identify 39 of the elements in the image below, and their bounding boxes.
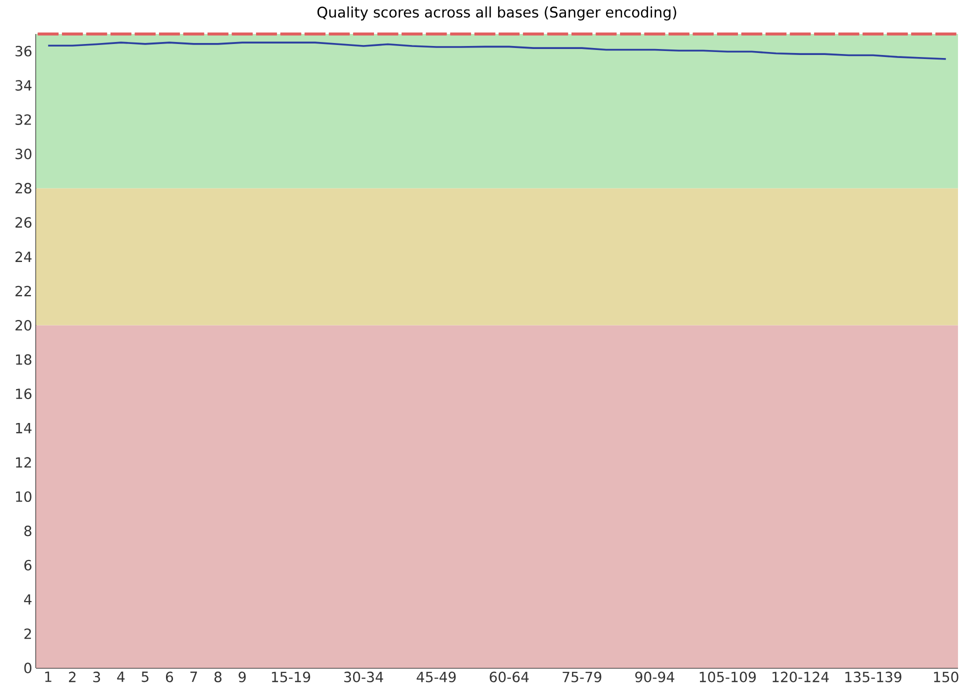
y-tick-label: 18	[16, 354, 32, 365]
x-tick-label: 135-139	[845, 672, 902, 682]
y-tick-label: 16	[16, 388, 32, 400]
x-tick-label: 4	[117, 672, 125, 682]
x-tick-label: 9	[238, 672, 246, 682]
x-tick-label: 45-49	[416, 672, 456, 682]
y-tick-label: 12	[16, 457, 31, 468]
y-tick-label: 36	[16, 46, 32, 56]
y-tick-label: 22	[16, 286, 31, 296]
y-tick-label: 34	[16, 80, 32, 91]
y-tick-label: 4	[24, 594, 32, 605]
x-tick-label: 105-109	[700, 672, 756, 682]
x-tick-label: 150	[934, 672, 958, 682]
x-tick-label: 1	[45, 672, 52, 682]
x-tick-label: 15-19	[272, 672, 310, 682]
y-tick-label: 30	[16, 148, 32, 160]
x-tick-label: 8	[214, 672, 222, 682]
y-tick-label: 8	[24, 526, 32, 536]
y-tick-label: 6	[24, 560, 32, 570]
y-tick-label: 2	[24, 628, 31, 639]
x-tick-label: 2	[68, 672, 76, 682]
y-tick-label: 0	[24, 662, 32, 674]
x-tick-label: 3	[93, 672, 100, 682]
y-tick-label: 20	[16, 320, 32, 331]
y-tick-label: 24	[16, 252, 32, 262]
x-tick-label: 90-94	[635, 672, 674, 682]
y-tick-label: 14	[16, 422, 32, 434]
x-tick-label: 120-124	[772, 672, 829, 682]
x-tick-label: 60-64	[490, 672, 529, 682]
x-tick-label: 5	[142, 672, 148, 682]
x-tick-label: 7	[190, 672, 197, 682]
x-tick-label: 6	[166, 672, 174, 682]
y-tick-label: 28	[16, 182, 32, 194]
y-tick-label: 10	[16, 491, 32, 502]
x-tick-label: 30-34	[344, 672, 384, 682]
y-tick-label: 26	[16, 217, 32, 228]
y-tick-label: 32	[16, 114, 31, 125]
x-tick-label: 75-79	[562, 672, 602, 682]
chart-title: Quality scores across all bases (Sanger encoding)	[317, 6, 676, 20]
